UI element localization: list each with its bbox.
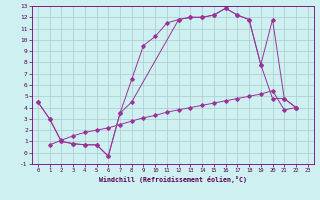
X-axis label: Windchill (Refroidissement éolien,°C): Windchill (Refroidissement éolien,°C) (99, 176, 247, 183)
